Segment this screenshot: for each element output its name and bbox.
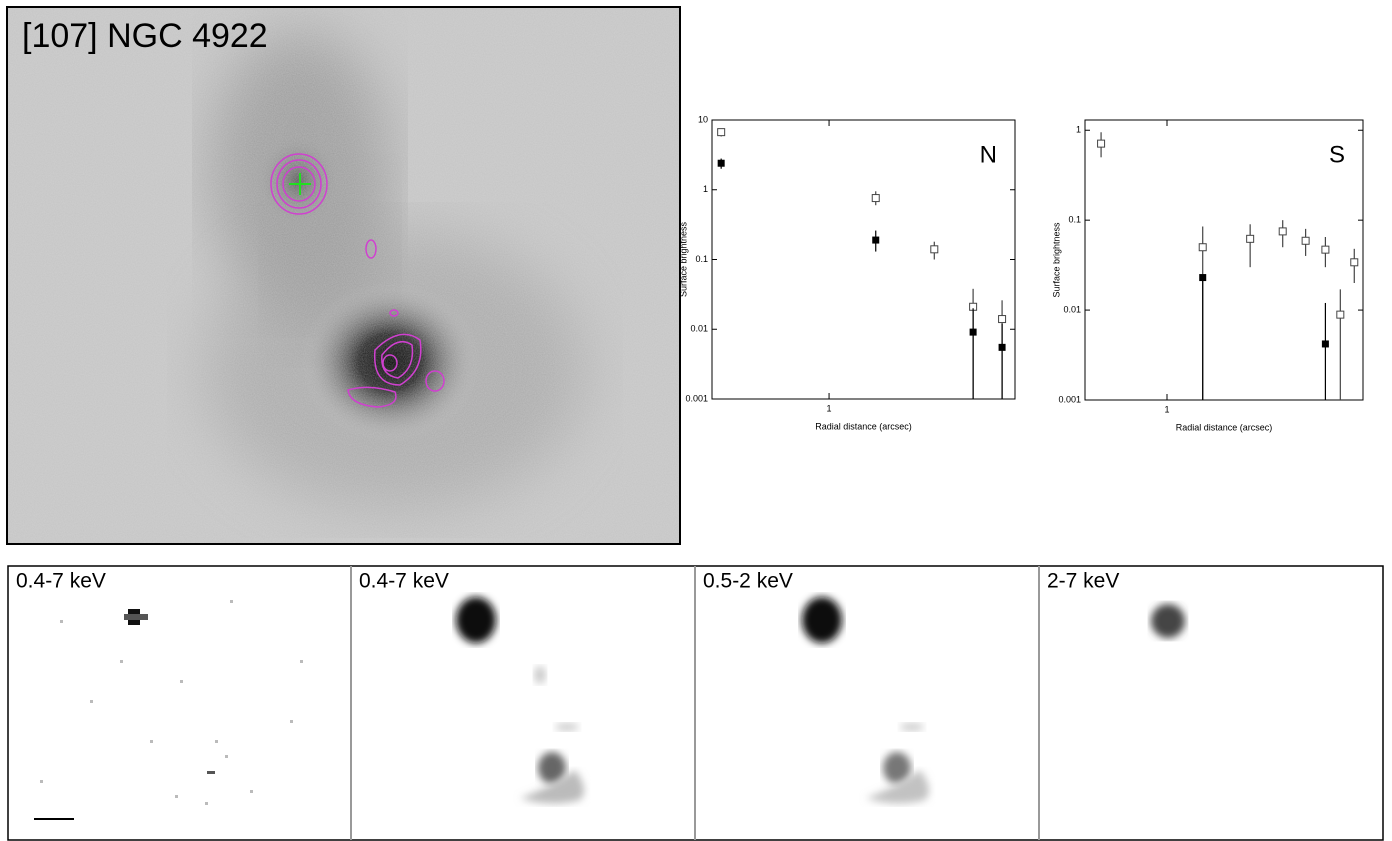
data-point xyxy=(930,245,939,254)
data-point xyxy=(998,343,1006,351)
y-tick-label: 0.001 xyxy=(1058,394,1081,404)
y-tick-label: 0.01 xyxy=(1063,304,1081,314)
data-point xyxy=(1097,139,1106,148)
x-axis-label: Radial distance (arcsec) xyxy=(815,421,912,431)
data-point xyxy=(1350,258,1359,267)
panel-label: 0.5-2 keV xyxy=(703,570,793,593)
y-tick-label: 0.001 xyxy=(685,393,708,403)
data-point xyxy=(872,236,880,244)
data-point xyxy=(1246,234,1255,243)
y-tick-label: 1 xyxy=(1076,125,1081,135)
data-point xyxy=(717,128,726,137)
data-point xyxy=(969,328,977,336)
optical-image xyxy=(7,7,680,544)
annotation: N xyxy=(980,141,997,168)
annotation: S xyxy=(1329,141,1345,168)
data-point xyxy=(1321,245,1330,254)
image-frame xyxy=(6,6,681,545)
y-tick-label: 0.1 xyxy=(695,254,708,264)
data-point xyxy=(1199,274,1207,282)
y-tick-label: 1 xyxy=(703,184,708,194)
data-point xyxy=(1336,310,1345,319)
y-tick-label: 0.01 xyxy=(690,324,708,334)
data-point xyxy=(1278,227,1287,236)
y-tick-label: 0.1 xyxy=(1068,215,1081,225)
data-point xyxy=(717,159,725,167)
data-point xyxy=(1198,243,1207,252)
x-axis-label: Radial distance (arcsec) xyxy=(1176,422,1273,432)
plot-frame xyxy=(711,119,1016,400)
x-tick-label: 1 xyxy=(1164,404,1169,414)
y-axis-label: Surface brightness xyxy=(1051,222,1061,298)
image-title: [107] NGC 4922 xyxy=(22,17,268,55)
x-tick-label: 1 xyxy=(827,403,832,413)
plot-frame xyxy=(1084,119,1364,401)
data-point xyxy=(998,315,1007,324)
panel-label: 0.4-7 keV xyxy=(16,570,106,593)
data-point xyxy=(871,194,880,203)
y-tick-label: 10 xyxy=(698,114,708,124)
panel-label: 0.4-7 keV xyxy=(359,570,449,593)
panel-label: 2-7 keV xyxy=(1047,570,1119,593)
y-axis-label: Surface brightness xyxy=(678,221,688,297)
data-point xyxy=(1321,340,1329,348)
xray-panels xyxy=(7,565,1384,841)
data-point xyxy=(1301,236,1310,245)
